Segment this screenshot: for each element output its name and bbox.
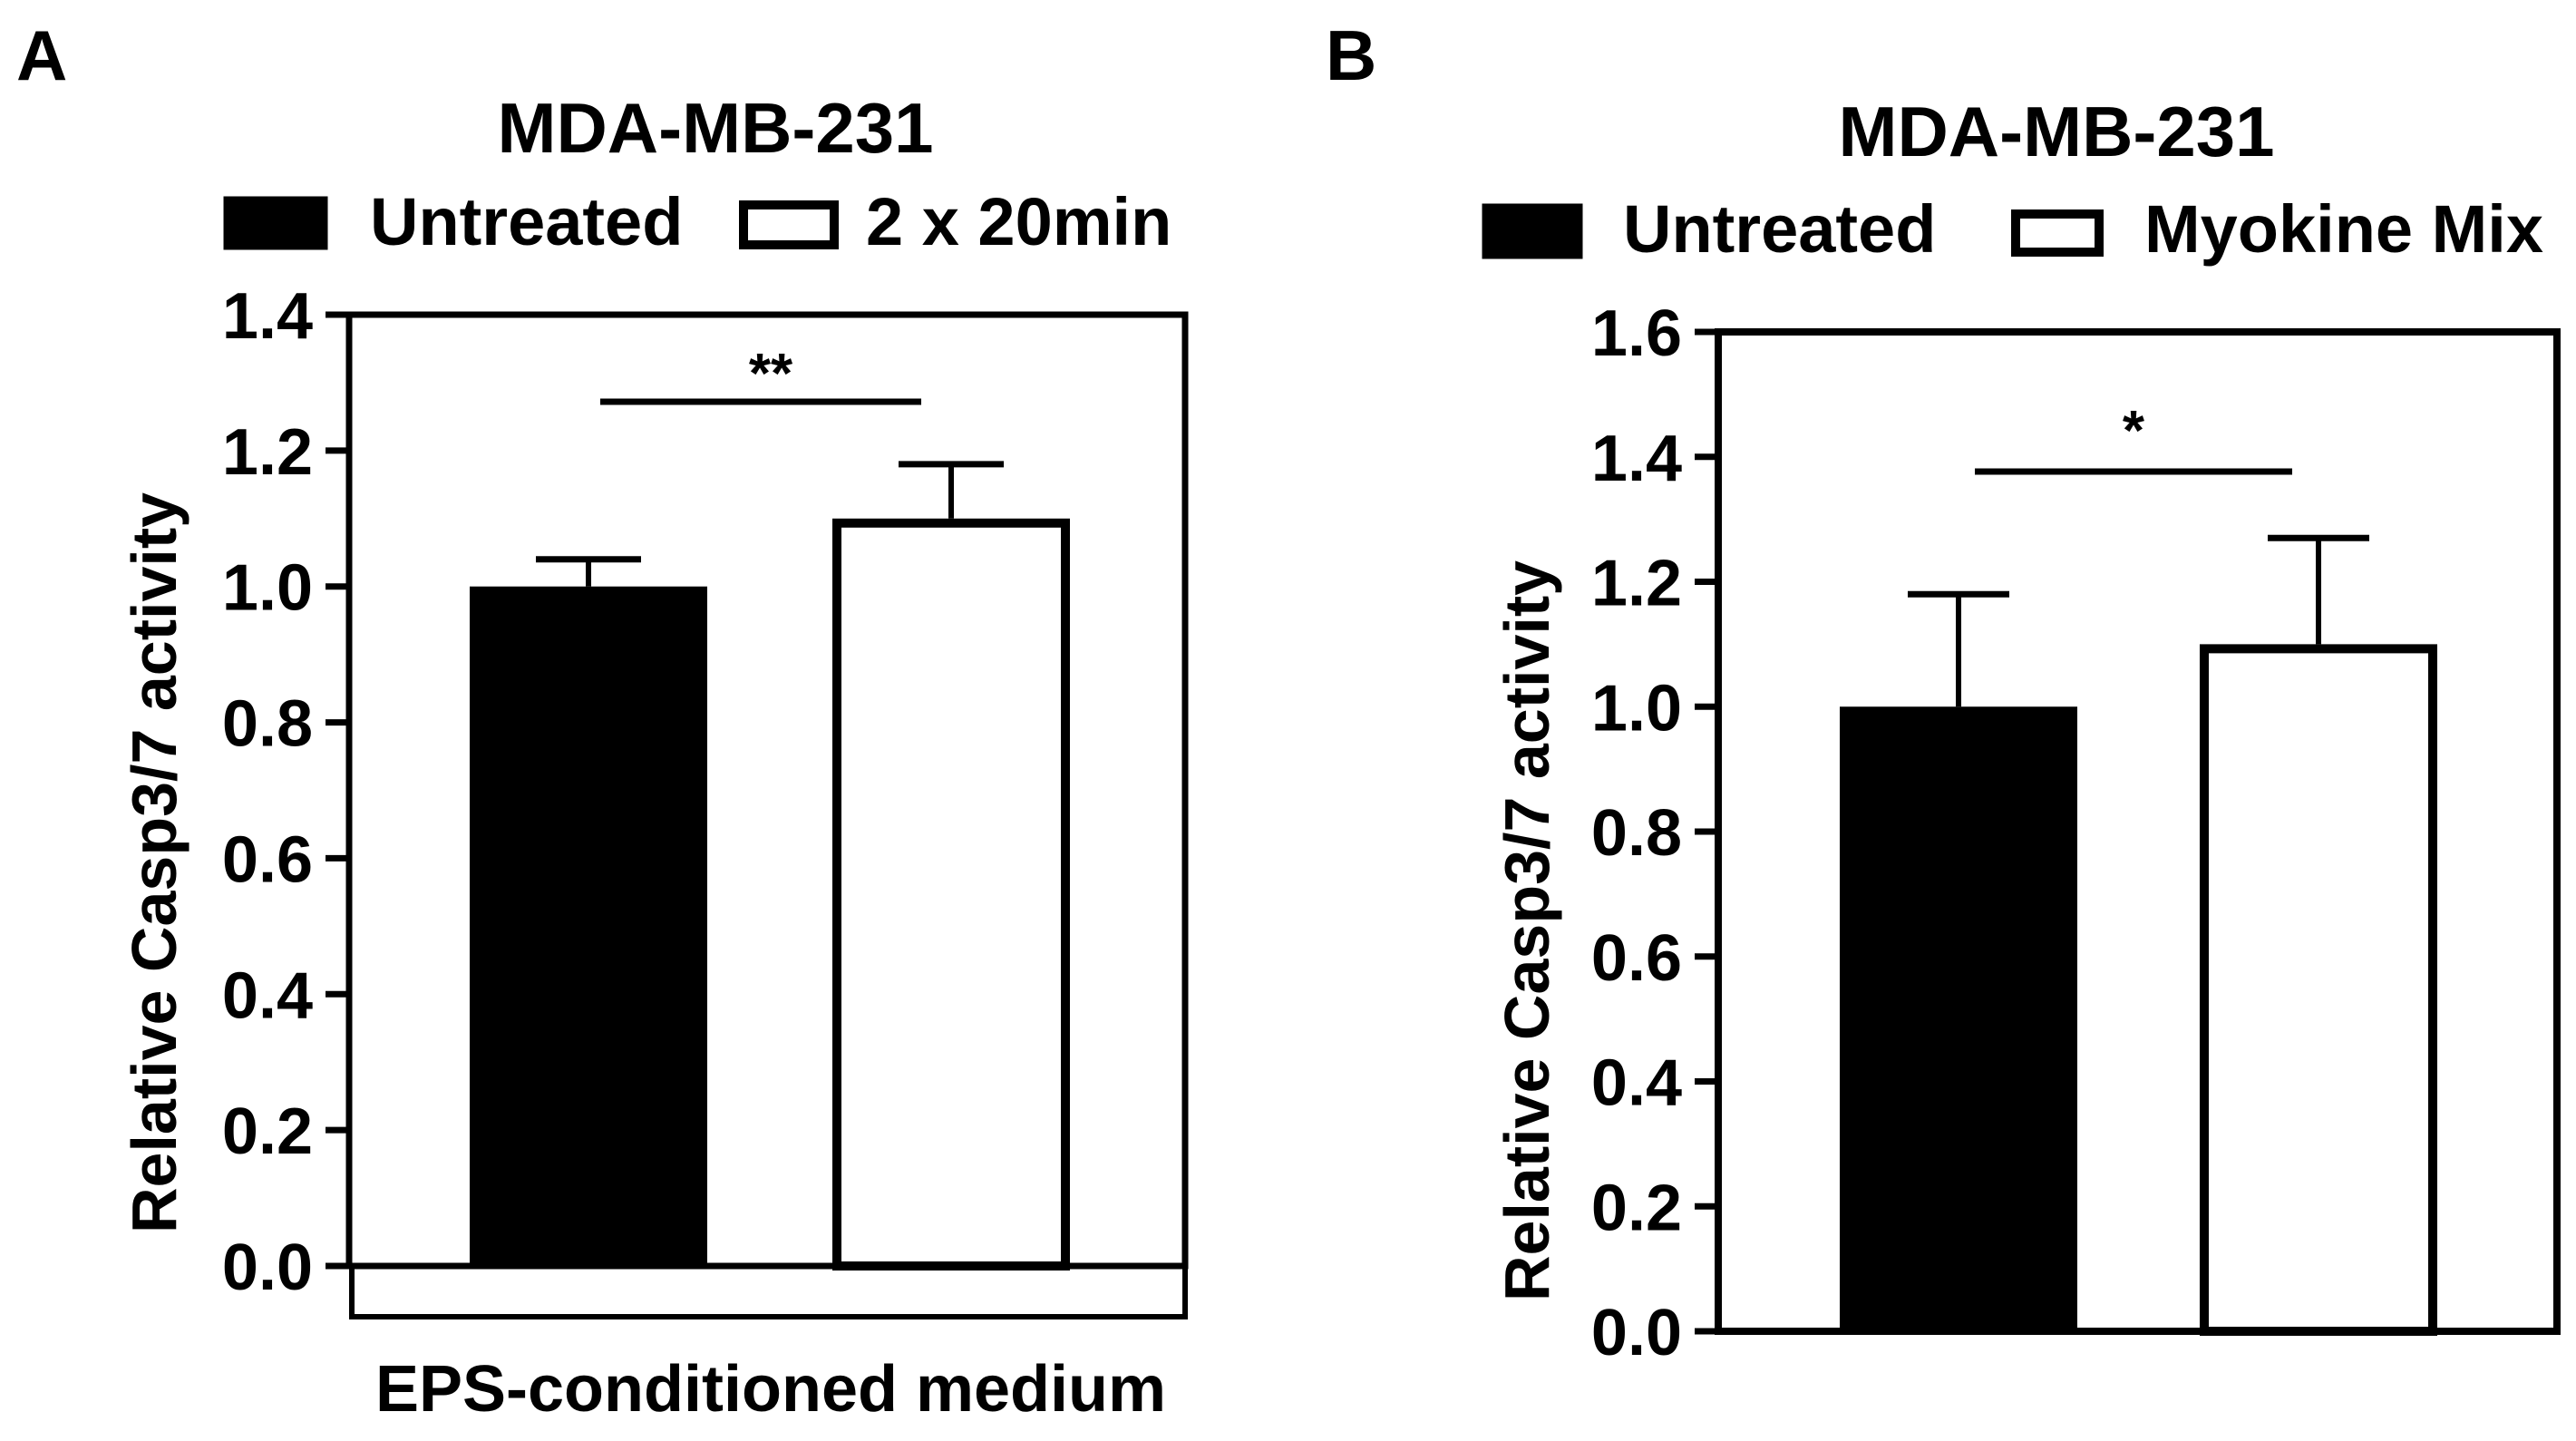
panel-b-y-label: Relative Casp3/7 activity [1492,560,1562,1301]
panel-b-y-tick-label: 0.2 [1591,1172,1682,1244]
panel-b-y-tick-label: 1.0 [1591,672,1682,745]
panel-b-legend: Untreated Myokine Mix [1482,191,2543,267]
panel-b-bars [1840,534,2437,1336]
panel-b-title: MDA-MB-231 [1838,92,2274,171]
panel-a-letter: A [16,15,67,95]
panel-a-y-tick-label: 0.8 [222,688,313,761]
panel-b-y-ticks: 0.0 0.2 0.4 0.6 0.8 1.0 1.2 1.4 1.6 [1591,297,1718,1369]
panel-a-legend-swatch-1 [223,196,328,250]
panel-b-legend-label-1: Untreated [1623,191,1936,267]
panel-a-y-tick-label: 0.6 [222,823,313,896]
panel-b-y-tick-label: 1.6 [1591,297,1682,370]
panel-b-y-tick-label: 0.0 [1591,1297,1682,1369]
panel-a-x-group-label: EPS-conditioned medium [375,1353,1166,1426]
panel-b-y-tick-label: 1.4 [1591,423,1682,495]
panel-b-legend-swatch-1 [1482,203,1583,259]
panel-a-significance-label: ** [749,343,793,405]
panel-a-y-ticks: 0.0 0.2 0.4 0.6 0.8 1.0 1.2 1.4 [222,280,349,1304]
panel-b-plot-frame [1715,328,2561,1335]
panel-a-y-tick-label: 0.4 [222,959,313,1032]
panel-a-bar-2 [832,518,1070,1271]
panel-b-y-tick-label: 0.4 [1591,1047,1682,1120]
panel-b-y-tick-label: 0.8 [1591,797,1682,870]
panel-b-letter: B [1326,15,1376,95]
panel-b: B MDA-MB-231 Untreated Myokine Mix Relat… [1326,15,2561,1369]
panel-b-legend-swatch-2 [2011,209,2104,257]
panel-a-legend-label-1: Untreated [370,184,683,259]
panel-b-y-tick-label: 1.2 [1591,548,1682,620]
panel-b-significance-label: * [2123,400,2145,462]
panel-a: A MDA-MB-231 Untreated 2 x 20min Relativ… [16,15,1189,1426]
panel-a-y-tick-label: 0.0 [222,1232,313,1304]
panel-a-y-tick-label: 1.0 [222,552,313,625]
panel-a-y-tick-label: 1.2 [222,416,313,489]
panel-a-bars [470,461,1070,1271]
panel-a-y-tick-label: 0.2 [222,1095,313,1168]
panel-b-y-tick-label: 0.6 [1591,922,1682,995]
panel-b-legend-label-2: Myokine Mix [2144,191,2543,267]
panel-a-legend: Untreated 2 x 20min [223,184,1171,259]
panel-a-legend-label-2: 2 x 20min [866,184,1171,259]
panel-b-bar-2 [2200,644,2437,1336]
panel-a-y-tick-label: 1.4 [222,280,313,353]
panel-a-legend-swatch-2 [739,200,839,249]
panel-a-y-label: Relative Casp3/7 activity [119,492,190,1233]
panel-a-title: MDA-MB-231 [497,88,933,168]
panel-b-bar-1 [1840,706,2077,1331]
panel-a-bar-1 [470,586,707,1266]
panel-a-plot-frame [345,311,1189,1270]
